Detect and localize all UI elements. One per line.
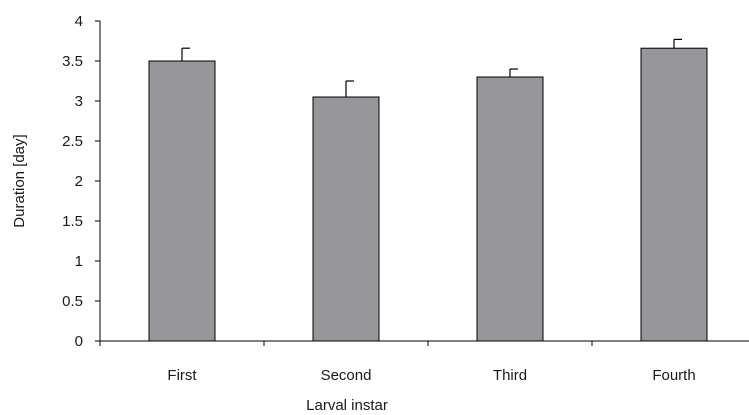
y-tick-label: 4 [75, 13, 83, 30]
y-tick-label: 0 [75, 333, 83, 350]
y-tick-label: 3.5 [62, 53, 83, 70]
x-tick-label: Third [493, 367, 527, 384]
bar [640, 47, 708, 342]
y-tick-label: 0.5 [62, 293, 83, 310]
y-tick-label: 1.5 [62, 213, 83, 230]
x-tick-label: Second [321, 367, 372, 384]
y-tick-label: 3 [75, 93, 83, 110]
error-bars-group [181, 38, 682, 97]
bar [476, 76, 544, 342]
y-tick-label: 1 [75, 253, 83, 270]
bar [312, 96, 380, 342]
y-axis-title: Duration [day] [11, 134, 28, 227]
x-tick-label: First [167, 367, 197, 384]
x-tick-label: Fourth [652, 367, 695, 384]
x-axis-title: Larval instar [306, 397, 388, 414]
bars-group [148, 47, 708, 342]
y-ticks-group: 0 0.5 1 1.5 2 2.5 3 3.5 4 [62, 13, 100, 350]
x-ticks-group: First Second Third Fourth [99, 341, 696, 384]
bar [148, 60, 216, 342]
y-tick-label: 2 [75, 173, 83, 190]
y-tick-label: 2.5 [62, 133, 83, 150]
